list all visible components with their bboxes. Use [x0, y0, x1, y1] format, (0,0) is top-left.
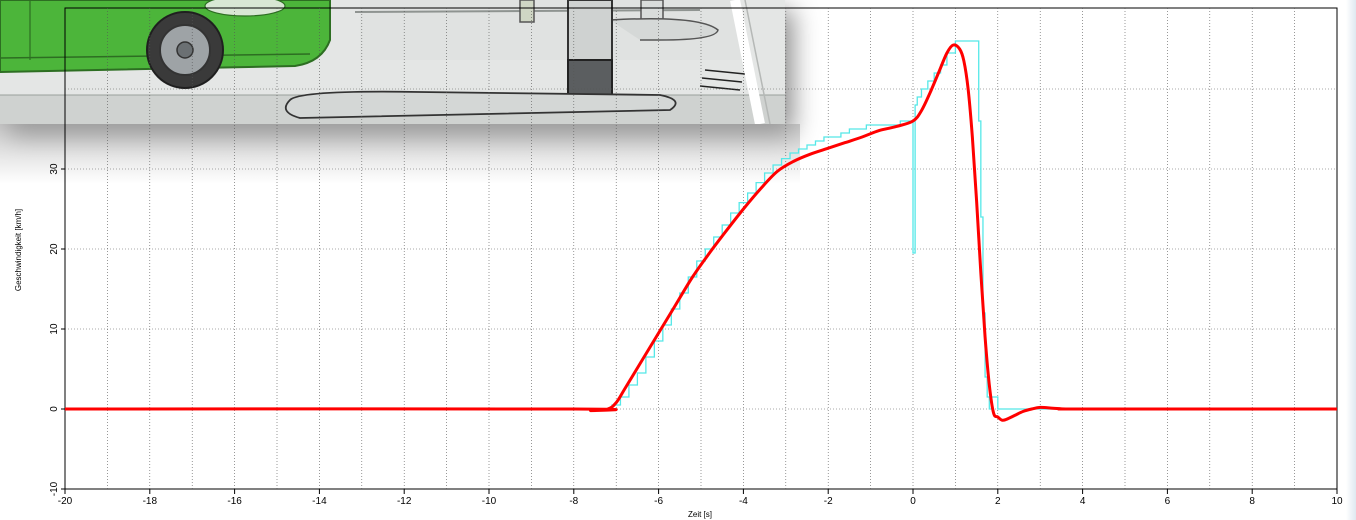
grid [65, 8, 1337, 489]
x-tick-label: 4 [1080, 496, 1086, 507]
x-tick-label: -12 [397, 496, 412, 507]
x-axis-title: Zeit [s] [688, 510, 712, 519]
y-tick-label: 10 [49, 323, 60, 335]
x-tick-label: -16 [227, 496, 242, 507]
x-tick-label: 0 [910, 496, 916, 507]
y-tick-label: 30 [49, 163, 60, 175]
x-tick-label: -2 [824, 496, 833, 507]
y-tick-label: 0 [49, 406, 60, 412]
x-tick-label: -8 [569, 496, 578, 507]
x-tick-label: -20 [58, 496, 73, 507]
y-tick-label: 20 [49, 243, 60, 255]
window-edge [1346, 0, 1356, 520]
x-tick-label: -10 [482, 496, 497, 507]
smoothed-speed-line [64, 43, 1337, 422]
x-tick-label: 2 [995, 496, 1001, 507]
x-tick-label: 8 [1249, 496, 1255, 507]
y-tick-labels: -10 0 10 20 30 [49, 163, 60, 496]
series-group [64, 40, 1337, 422]
y-tick-label: -10 [49, 481, 60, 496]
x-tick-label: 10 [1331, 496, 1343, 507]
x-tick-label: -14 [312, 496, 327, 507]
x-tick-label: -4 [739, 496, 748, 507]
tick-marks [61, 168, 1338, 494]
x-tick-label: -6 [654, 496, 663, 507]
car-photo-inset [0, 0, 785, 124]
measured-speed-line [65, 40, 1337, 410]
parking-scene-illustration [0, 0, 785, 124]
x-tick-label: 6 [1165, 496, 1171, 507]
y-axis-title: Geschwindigkeit [km/h] [14, 209, 23, 291]
x-tick-labels: -20 -18 -16 -14 -12 -10 -8 -6 -4 -2 0 2 4 6 8 10 [58, 496, 1343, 507]
x-tick-label: -18 [143, 496, 158, 507]
photo-shadow [0, 124, 800, 184]
